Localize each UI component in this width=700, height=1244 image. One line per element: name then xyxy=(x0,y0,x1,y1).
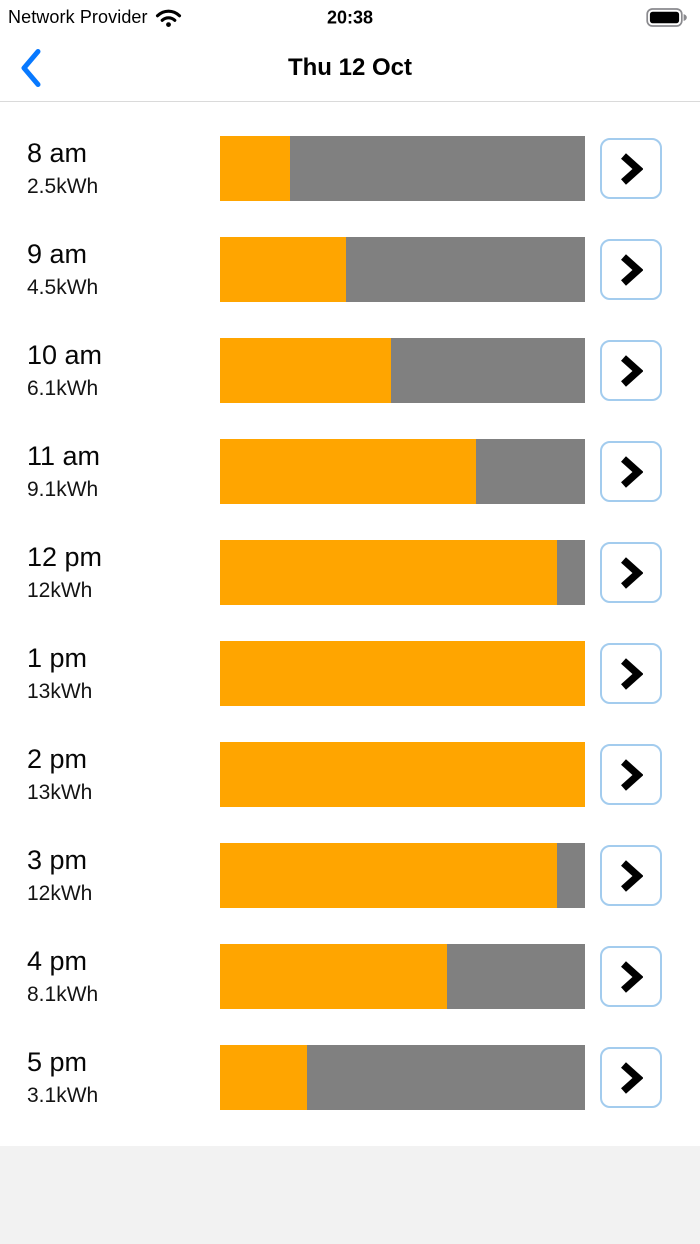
carrier-group: Network Provider xyxy=(8,7,182,28)
row-labels: 5 pm 3.1kWh xyxy=(0,1047,220,1107)
usage-bar-fill xyxy=(220,136,291,201)
row-detail-button[interactable] xyxy=(600,340,662,401)
row-detail-button[interactable] xyxy=(600,138,662,199)
row-labels: 2 pm 13kWh xyxy=(0,744,220,804)
usage-bar-track xyxy=(220,641,585,706)
kwh-value: 3.1kWh xyxy=(27,1083,99,1107)
row-labels: 10 am 6.1kWh xyxy=(0,340,220,400)
hour-label: 2 pm xyxy=(27,744,88,775)
chevron-right-icon xyxy=(621,354,643,387)
usage-row: 8 am 2.5kWh xyxy=(0,136,700,201)
carrier-label: Network Provider xyxy=(8,7,148,27)
hour-label: 3 pm xyxy=(27,845,88,876)
usage-bar-track xyxy=(220,439,585,504)
footer-background xyxy=(0,1146,700,1244)
usage-bar-track xyxy=(220,843,585,908)
hour-label: 12 pm xyxy=(27,542,103,573)
status-time: 20:38 xyxy=(326,7,374,27)
usage-bar-fill xyxy=(220,540,557,605)
usage-bar-track xyxy=(220,136,585,201)
status-bar: Network Provider 20:38 xyxy=(0,0,700,35)
hour-label: 10 am xyxy=(27,340,103,371)
usage-bar-fill xyxy=(220,237,347,302)
chevron-right-icon xyxy=(621,1061,643,1094)
row-labels: 8 am 2.5kWh xyxy=(0,138,220,198)
hour-label: 8 am xyxy=(27,138,88,169)
usage-bar-fill xyxy=(220,641,585,706)
row-labels: 4 pm 8.1kWh xyxy=(0,946,220,1006)
chevron-right-icon xyxy=(621,960,643,993)
row-labels: 12 pm 12kWh xyxy=(0,542,220,602)
hour-label: 11 am xyxy=(27,441,101,472)
row-labels: 3 pm 12kWh xyxy=(0,845,220,905)
row-detail-button[interactable] xyxy=(600,239,662,300)
row-labels: 11 am 9.1kWh xyxy=(0,441,220,501)
chevron-right-icon xyxy=(621,657,643,690)
row-detail-button[interactable] xyxy=(600,441,662,502)
usage-bar-track xyxy=(220,540,585,605)
kwh-value: 4.5kWh xyxy=(27,275,99,299)
chevron-right-icon xyxy=(621,859,643,892)
wifi-icon xyxy=(155,9,181,27)
chevron-right-icon xyxy=(621,253,643,286)
usage-row: 1 pm 13kWh xyxy=(0,641,700,706)
chevron-right-icon xyxy=(621,152,643,185)
kwh-value: 8.1kWh xyxy=(27,982,99,1006)
usage-row: 12 pm 12kWh xyxy=(0,540,700,605)
page-title: Thu 12 Oct xyxy=(287,54,413,81)
kwh-value: 13kWh xyxy=(27,679,93,703)
hour-label: 9 am xyxy=(27,239,88,270)
usage-row: 11 am 9.1kWh xyxy=(0,439,700,504)
hour-label: 1 pm xyxy=(27,643,88,674)
kwh-value: 12kWh xyxy=(27,881,93,905)
usage-bar-fill xyxy=(220,439,476,504)
usage-row: 2 pm 13kWh xyxy=(0,742,700,807)
nav-bar: Thu 12 Oct xyxy=(0,35,700,102)
usage-bar-track xyxy=(220,742,585,807)
usage-bar-track xyxy=(220,237,585,302)
usage-row: 9 am 4.5kWh xyxy=(0,237,700,302)
hourly-usage-list: 8 am 2.5kWh 9 am 4.5kWh xyxy=(0,102,700,1146)
kwh-value: 12kWh xyxy=(27,578,93,602)
row-detail-button[interactable] xyxy=(600,845,662,906)
kwh-value: 9.1kWh xyxy=(27,477,99,501)
usage-bar-fill xyxy=(220,742,585,807)
usage-bar-track xyxy=(220,944,585,1009)
row-detail-button[interactable] xyxy=(600,1047,662,1108)
usage-row: 10 am 6.1kWh xyxy=(0,338,700,403)
row-detail-button[interactable] xyxy=(600,744,662,805)
row-detail-button[interactable] xyxy=(600,643,662,704)
kwh-value: 6.1kWh xyxy=(27,376,99,400)
hour-label: 5 pm xyxy=(27,1047,88,1078)
row-detail-button[interactable] xyxy=(600,542,662,603)
chevron-left-icon xyxy=(21,49,41,87)
hour-label: 4 pm xyxy=(27,946,88,977)
chevron-right-icon xyxy=(621,455,643,488)
kwh-value: 13kWh xyxy=(27,780,93,804)
usage-row: 3 pm 12kWh xyxy=(0,843,700,908)
usage-bar-fill xyxy=(220,338,392,403)
usage-bar-track xyxy=(220,1045,585,1110)
row-labels: 1 pm 13kWh xyxy=(0,643,220,703)
kwh-value: 2.5kWh xyxy=(27,174,99,198)
usage-row: 4 pm 8.1kWh xyxy=(0,944,700,1009)
chevron-right-icon xyxy=(621,556,643,589)
usage-bar-fill xyxy=(220,944,448,1009)
back-button[interactable] xyxy=(14,44,48,92)
row-detail-button[interactable] xyxy=(600,946,662,1007)
battery-full-icon xyxy=(646,8,687,27)
usage-bar-fill xyxy=(220,843,557,908)
usage-row: 5 pm 3.1kWh xyxy=(0,1045,700,1110)
usage-bar-track xyxy=(220,338,585,403)
usage-bar-fill xyxy=(220,1045,308,1110)
chevron-right-icon xyxy=(621,758,643,791)
row-labels: 9 am 4.5kWh xyxy=(0,239,220,299)
battery-wrap xyxy=(646,7,688,28)
